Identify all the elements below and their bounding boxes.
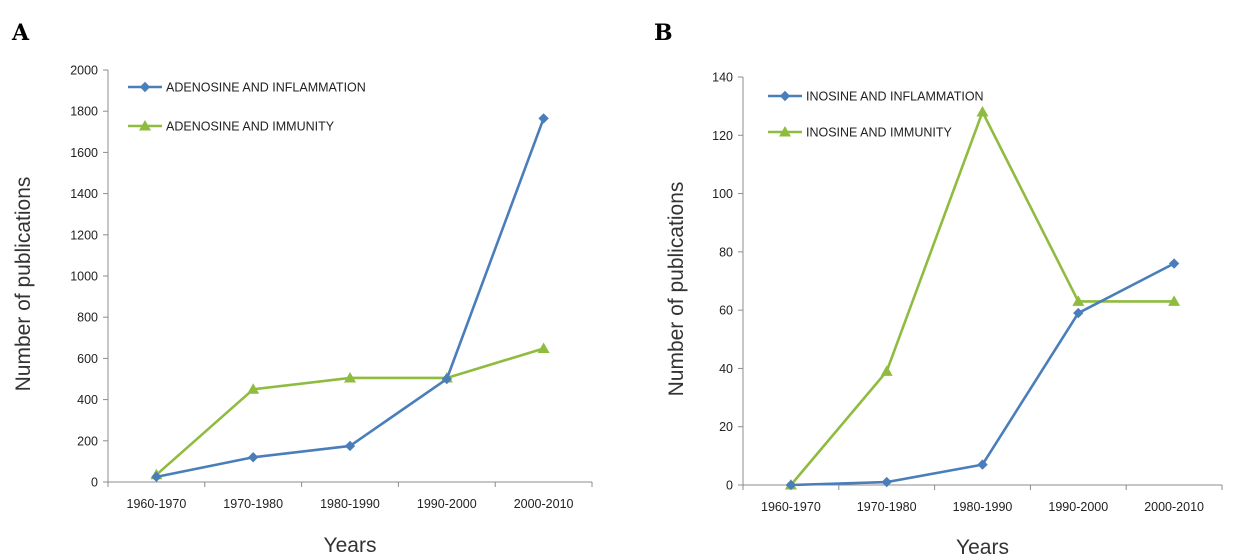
x-axis-title: Years <box>324 534 377 557</box>
data-point <box>151 471 162 483</box>
y-tick-label: 400 <box>77 393 98 407</box>
legend-marker <box>139 81 151 93</box>
legend-label: ADENOSINE AND INFLAMMATION <box>166 81 366 95</box>
legend-label: INOSINE AND IMMUNITY <box>806 126 953 140</box>
data-point <box>1168 295 1181 306</box>
x-tick-label: 2000-2010 <box>514 497 574 511</box>
y-tick-label: 2000 <box>70 64 98 78</box>
panel-letter: B <box>654 20 673 46</box>
x-tick-label: 1990-2000 <box>1048 500 1108 514</box>
x-tick-label: 1960-1970 <box>761 500 821 514</box>
y-tick-label: 1000 <box>70 270 98 284</box>
data-point <box>441 373 452 385</box>
data-point <box>537 342 550 354</box>
data-point <box>881 476 892 488</box>
data-point <box>248 452 259 463</box>
x-tick-label: 1960-1970 <box>127 497 187 511</box>
data-point <box>247 383 260 394</box>
series-line <box>790 262 1175 487</box>
y-tick-label: 120 <box>712 129 733 143</box>
legend-label: INOSINE AND INFLAMMATION <box>806 90 984 104</box>
data-point <box>538 113 549 124</box>
y-tick-label: 60 <box>719 304 733 318</box>
y-tick-label: 1200 <box>70 228 98 242</box>
legend-label: ADENOSINE AND IMMUNITY <box>166 120 335 134</box>
data-point <box>1073 307 1084 319</box>
data-point <box>977 459 988 470</box>
series-inflammation <box>151 113 549 483</box>
y-tick-label: 20 <box>719 420 733 434</box>
y-tick-label: 1600 <box>70 146 98 160</box>
x-tick-label: 1990-2000 <box>417 497 477 511</box>
series-line <box>789 110 1175 486</box>
legend-marker <box>779 90 791 102</box>
data-point <box>1072 295 1085 306</box>
data-point <box>1168 258 1180 269</box>
y-tick-label: 140 <box>712 71 733 85</box>
y-tick-label: 800 <box>77 311 98 325</box>
data-point <box>880 365 893 376</box>
x-tick-label: 1970-1980 <box>857 500 917 514</box>
series-immunity <box>784 105 1181 490</box>
series-line <box>155 347 544 476</box>
y-tick-label: 1800 <box>70 105 98 119</box>
y-tick-label: 200 <box>77 434 98 448</box>
y-tick-label: 100 <box>712 187 733 201</box>
x-tick-label: 2000-2010 <box>1144 500 1204 514</box>
x-tick-label: 1980-1990 <box>320 497 380 511</box>
legend: ADENOSINE AND INFLAMMATION ADENOSINE AND … <box>128 81 366 134</box>
x-tick-label: 1980-1990 <box>953 500 1013 514</box>
legend-marker <box>139 120 151 131</box>
panel-b-chart: B 0 20 40 60 80 100 120 140 1960-1970 1970-1980 198… <box>654 20 1223 559</box>
y-tick-label: 0 <box>91 476 98 490</box>
legend-marker <box>779 126 791 137</box>
y-tick-label: 0 <box>726 479 733 493</box>
panel-letter: A <box>11 20 30 46</box>
y-axis-title: Number of publications <box>665 182 688 397</box>
data-point <box>344 371 356 383</box>
y-axis-title: Number of publications <box>12 177 35 392</box>
y-tick-label: 1400 <box>70 187 98 201</box>
y-tick-label: 600 <box>77 352 98 366</box>
panel-a-chart: A 0 200 400 600 800 1000 1200 1400 1600 1800 2000 19… <box>11 20 593 557</box>
data-point <box>344 440 356 452</box>
y-tick-label: 40 <box>719 362 733 376</box>
series-immunity <box>150 342 550 480</box>
data-point <box>976 105 989 117</box>
x-tick-label: 1970-1980 <box>223 497 283 511</box>
data-point <box>785 479 797 491</box>
y-tick-label: 80 <box>719 245 733 259</box>
x-axis-title: Years <box>956 536 1009 559</box>
series-inflammation <box>785 258 1180 491</box>
legend: INOSINE AND INFLAMMATION INOSINE AND IMMU… <box>768 90 984 140</box>
